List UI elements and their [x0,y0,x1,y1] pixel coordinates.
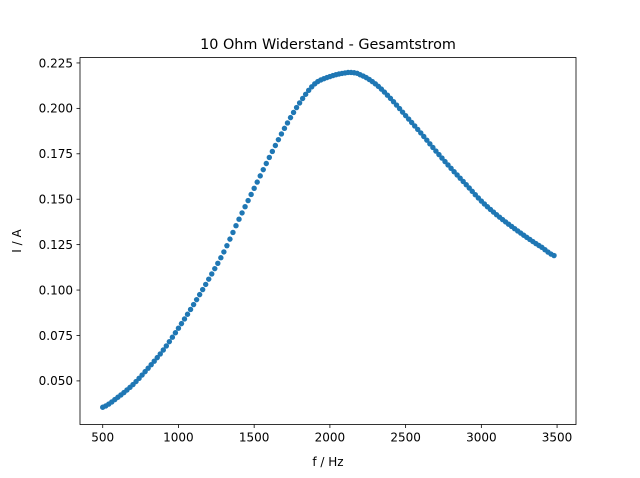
data-point [248,191,254,198]
data-point [218,255,224,261]
chart-title: 10 Ohm Widerstand - Gesamtstrom [200,37,456,53]
y-tick-label: 0.100 [39,283,73,297]
x-tick-label: 500 [91,431,114,445]
data-point [224,242,230,249]
y-tick-label: 0.175 [39,147,73,161]
data-point [275,136,282,143]
data-point [157,351,163,357]
y-axis: 0.050 0.075 0.100 0.125 0.150 0.175 0.200 0.225 [39,56,80,388]
data-point [430,144,436,151]
y-tick-label: 0.050 [39,374,73,388]
data-point [233,223,239,229]
x-tick-label: 3500 [542,431,573,445]
data-point [160,347,166,353]
data-point [239,210,245,216]
data-point [151,358,157,364]
data-point [190,301,197,308]
data-point [163,343,170,349]
data-point [424,137,430,143]
data-point [281,125,288,132]
data-point [215,260,221,266]
data-point [178,320,185,327]
data-point [260,166,266,173]
data-point [290,109,297,116]
data-point [230,229,236,236]
data-point [393,102,400,108]
data-point [551,252,557,259]
x-axis-label: f / Hz [312,455,343,469]
data-point [242,204,248,210]
data-point [251,185,257,192]
data-point [166,338,173,345]
x-tick-label: 3000 [466,431,497,445]
data-point [272,142,279,149]
data-point [433,148,439,154]
data-point [399,109,406,115]
data-point [203,281,209,288]
data-point [396,105,403,112]
data-point [227,236,233,242]
data-point [287,114,294,121]
data-point [221,249,227,255]
data-point [236,216,242,222]
data-point [148,362,154,368]
data-point [196,291,203,298]
x-axis: 500 1000 1500 2000 2500 3000 3500 [91,424,573,445]
data-point [293,104,300,111]
x-tick-label: 1000 [163,431,194,445]
data-point [199,286,206,293]
data-point [254,179,260,185]
plot-frame [79,57,577,425]
y-tick-label: 0.125 [39,238,73,252]
data-point [284,120,291,126]
data-point [193,296,200,303]
data-point [206,276,212,282]
data-point [263,160,269,167]
data-point [245,197,251,204]
data-point [299,95,306,102]
data-point [169,334,176,340]
data-point [278,131,285,137]
x-tick-label: 2000 [315,431,346,445]
y-tick-label: 0.150 [39,193,73,207]
data-point [302,91,309,97]
y-tick-label: 0.225 [39,56,73,70]
data-point [421,133,427,140]
data-point [184,311,191,317]
data-point [257,173,263,179]
data-point [175,325,182,331]
data-point [418,130,424,136]
data-series [100,69,557,410]
y-axis-label: I / A [10,229,24,253]
y-tick-label: 0.200 [39,102,73,116]
x-tick-label: 1500 [239,431,270,445]
data-point [415,126,421,133]
data-point [181,316,188,322]
data-point [266,154,273,161]
data-point [269,148,276,155]
data-point [187,306,194,313]
data-point [212,265,218,272]
data-point [427,141,433,147]
data-point [296,100,303,106]
data-point [209,271,215,277]
y-tick-label: 0.075 [39,329,73,343]
data-point [154,354,160,361]
data-point [305,87,312,94]
x-tick-label: 2500 [390,431,421,445]
data-point [172,330,179,336]
data-point [436,151,442,158]
